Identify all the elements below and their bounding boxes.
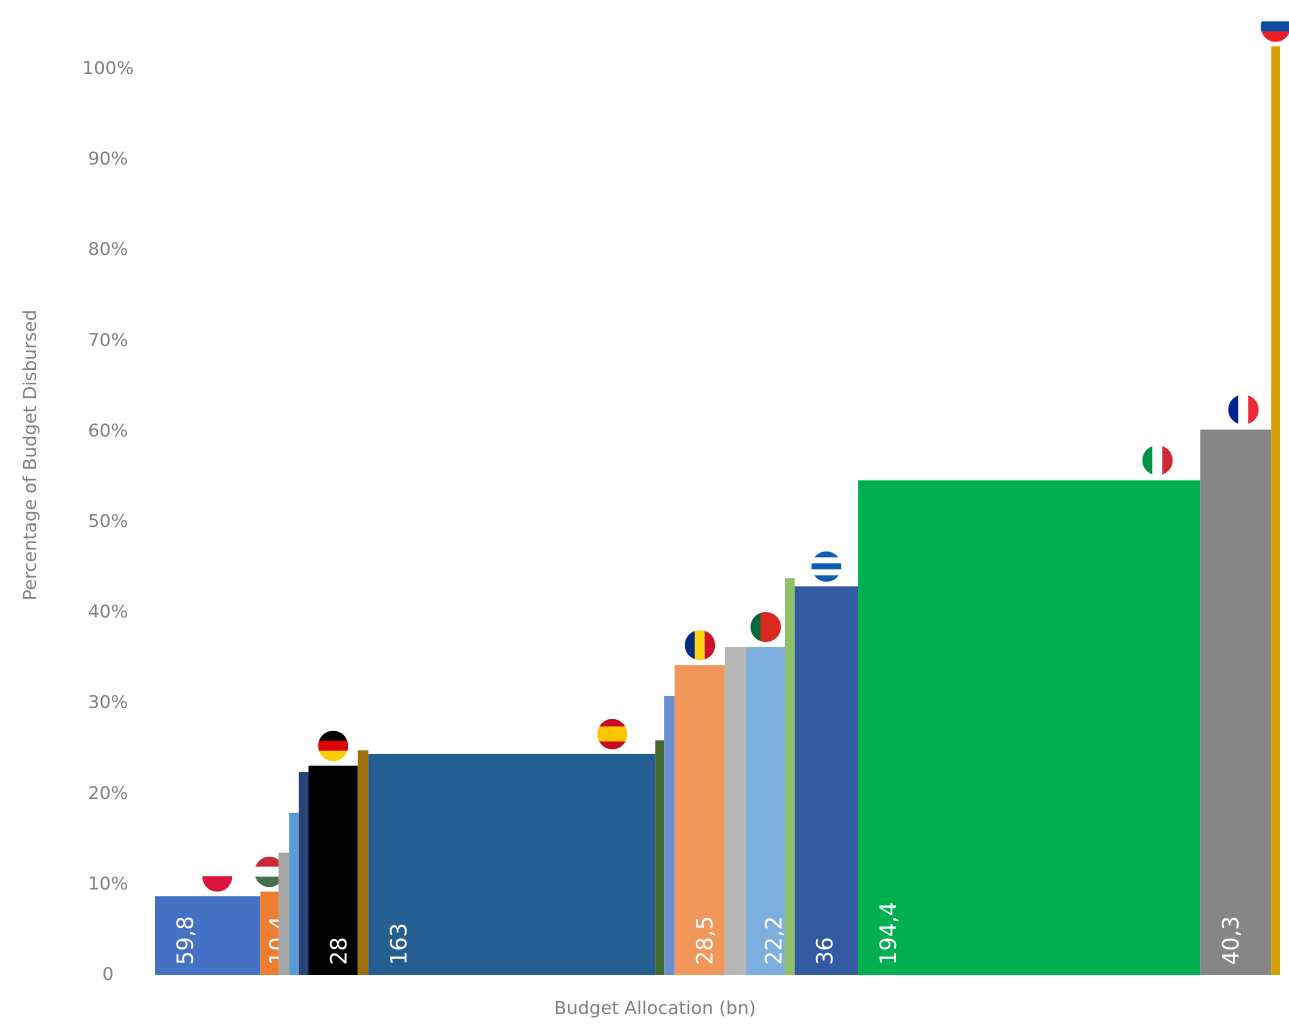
flag-stripe (254, 876, 285, 888)
flag-stripe (254, 856, 285, 868)
bar (357, 750, 369, 975)
bar (664, 695, 675, 975)
flag-stripe (1248, 394, 1259, 425)
y-axis-title: Percentage of Budget Disbursed (20, 310, 41, 601)
y-tick-label: 30% (88, 692, 128, 713)
flag-icon (1142, 445, 1173, 476)
flag-icon (750, 612, 781, 643)
bar (289, 812, 299, 975)
flag-stripe (254, 866, 285, 878)
y-tick-label: 0 (102, 964, 113, 985)
flag-stripe (597, 718, 628, 727)
bar (368, 753, 656, 975)
flag-icon (318, 730, 349, 762)
flag-stripe (597, 741, 628, 750)
flag-icon (1260, 11, 1289, 42)
bar (278, 852, 290, 975)
y-tick-label: 70% (88, 330, 128, 351)
y-tick-label: 100% (82, 58, 133, 79)
flag-stripe (770, 612, 781, 643)
flag-stripe (202, 861, 233, 877)
flag-icon (597, 718, 628, 750)
bar (260, 891, 279, 975)
flag-stripe (811, 551, 842, 558)
value-label: 22,2 (762, 916, 787, 965)
value-label: 28,5 (694, 916, 719, 965)
bar (655, 740, 665, 975)
flag-stripe (1228, 394, 1239, 425)
flag-stripe (811, 575, 842, 582)
bar (674, 665, 725, 975)
flag-stripe (1152, 445, 1163, 476)
flag-stripe (694, 630, 706, 661)
value-label: 28 (327, 937, 352, 965)
y-tick-label: 80% (88, 239, 128, 260)
flag-icon (684, 630, 716, 661)
flag-stripe (811, 557, 842, 564)
bar (724, 647, 746, 975)
flag-icon (1228, 394, 1259, 425)
flag-icon (254, 856, 285, 888)
bar (858, 480, 1201, 975)
flag-stripe (760, 612, 771, 643)
flag-stripe (318, 750, 349, 762)
flag-stripe (1162, 445, 1173, 476)
flag-icon (811, 551, 842, 582)
value-label: 36 (814, 937, 839, 965)
value-label: 59,8 (174, 916, 199, 965)
x-axis-title: Budget Allocation (bn) (554, 998, 756, 1019)
flag-stripe (318, 740, 349, 752)
bar (1200, 429, 1272, 975)
flag-stripe (750, 612, 761, 643)
flag-stripe (318, 730, 349, 742)
value-label: 163 (387, 923, 412, 965)
bar (1271, 46, 1280, 976)
bar (794, 586, 859, 975)
bar (785, 578, 795, 975)
y-tick-label: 40% (88, 602, 128, 623)
bar (745, 647, 786, 975)
value-label: 194,4 (877, 902, 902, 965)
flag-stripe (597, 726, 628, 735)
y-tick-label: 60% (88, 420, 128, 441)
flag-stripe (202, 876, 233, 892)
bar (155, 896, 261, 975)
flag-stripe (1260, 21, 1289, 32)
y-tick-label: 90% (88, 149, 128, 170)
flag-stripe (1260, 31, 1289, 42)
bar (308, 765, 358, 975)
y-tick-label: 20% (88, 783, 128, 804)
flag-stripe (1142, 445, 1153, 476)
value-label: 40,3 (1219, 916, 1244, 965)
flag-stripe (811, 563, 842, 570)
flag-icon (202, 861, 233, 892)
y-tick-label: 10% (88, 873, 128, 894)
flag-stripe (684, 630, 696, 661)
flag-stripe (1260, 11, 1289, 22)
flag-stripe (1238, 394, 1249, 425)
y-tick-label: 50% (88, 511, 128, 532)
flag-stripe (597, 733, 628, 742)
bar (298, 772, 309, 975)
flag-stripe (811, 569, 842, 576)
flag-stripe (704, 630, 716, 661)
